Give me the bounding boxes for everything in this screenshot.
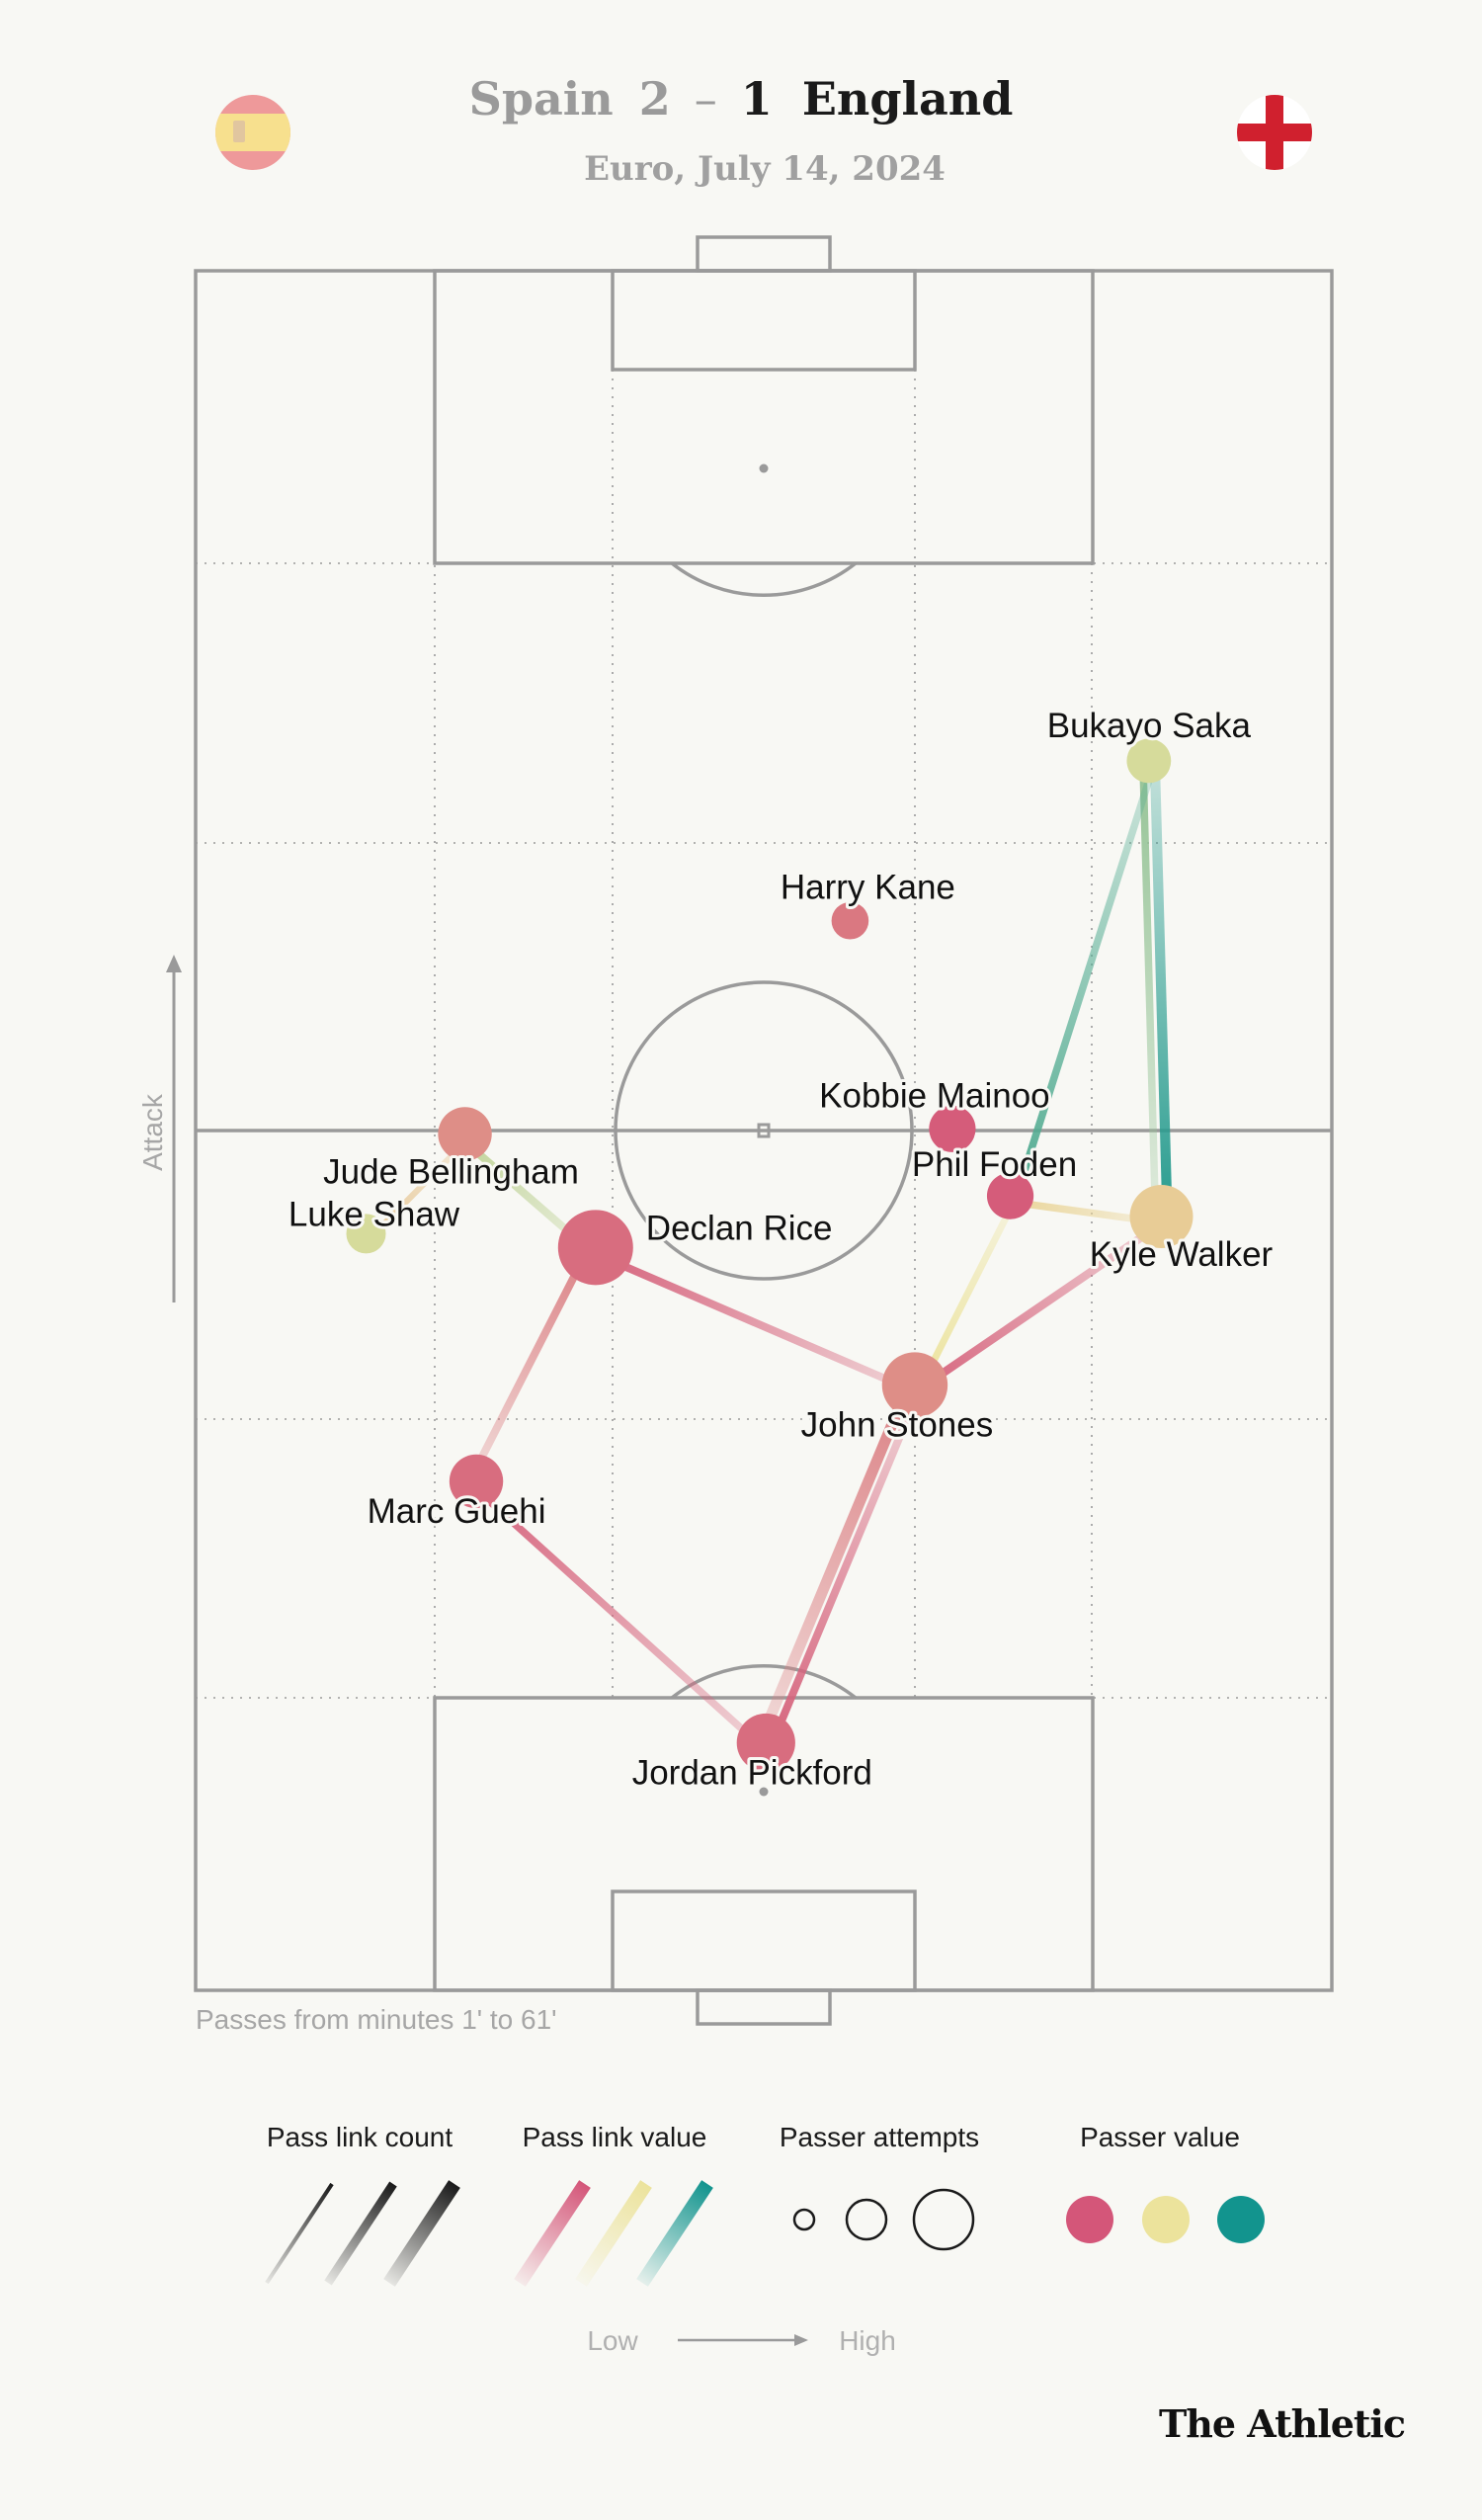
- away-team: England: [802, 72, 1014, 126]
- legend-attempts-title: Passer attempts: [780, 2122, 979, 2152]
- pass-link-pickford-to-stones: [768, 1386, 925, 1747]
- centre-circle: [614, 980, 914, 1281]
- legend-passer-value-1: [1066, 2196, 1113, 2243]
- attack-direction: Attack: [137, 955, 182, 1302]
- top-goal: [696, 235, 832, 273]
- legend-link-value-1: [514, 2180, 591, 2287]
- footnote: Passes from minutes 1' to 61': [196, 2004, 557, 2035]
- pass-link-foden-to-saka: [1012, 761, 1159, 1200]
- centre-spot: [757, 1123, 771, 1138]
- pass-link-guehi-to-pickford: [469, 1482, 765, 1750]
- legend-attempts-2: [845, 2198, 888, 2241]
- bottom-goal: [696, 1988, 832, 2026]
- passer-node-foden: [986, 1172, 1034, 1219]
- player-label-rice: Declan Rice: [646, 1209, 833, 1247]
- legend-link-count-3: [383, 2180, 460, 2287]
- pitch: [194, 235, 1334, 2026]
- player-label-guehi: Marc Guehi: [368, 1492, 546, 1531]
- legend: Pass link count Pass link value Passer a…: [265, 2122, 1265, 2356]
- passer-node-saka: [1126, 738, 1172, 784]
- player-label-foden: Phil Foden: [912, 1145, 1077, 1184]
- passer-node-kane: [831, 901, 869, 940]
- pass-link-rice-to-guehi: [467, 1242, 594, 1481]
- player-label-stones: John Stones: [801, 1406, 994, 1445]
- home-score: 2: [639, 72, 671, 126]
- legend-attempts-1: [792, 2208, 816, 2231]
- spain-flag-icon: [215, 95, 290, 170]
- top-penalty-spot: [759, 463, 769, 473]
- player-labels: Bukayo Saka Harry Kane Kobbie Mainoo Phil F…: [286, 704, 1276, 1796]
- home-team: Spain: [469, 72, 614, 126]
- pass-link-stones-to-walker: [915, 1218, 1168, 1393]
- match-subtitle: Euro, July 14, 2024: [584, 149, 946, 189]
- bottom-goal-area: [611, 1890, 917, 1992]
- score-separator: –: [695, 72, 717, 126]
- brand-logo: The Athletic: [1159, 2401, 1405, 2446]
- legend-link-value-3: [636, 2180, 713, 2287]
- legend-value-title: Pass link value: [523, 2122, 707, 2152]
- passer-node-pickford: [736, 1713, 795, 1773]
- legend-link-value-2: [575, 2180, 652, 2287]
- player-label-saka: Bukayo Saka: [1047, 707, 1252, 745]
- player-label-pickford: Jordan Pickford: [632, 1753, 872, 1792]
- away-score: 1: [741, 72, 773, 126]
- bottom-penalty-spot: [759, 1787, 769, 1797]
- pass-link-rice-to-stones: [591, 1249, 915, 1394]
- passer-node-guehi: [449, 1454, 504, 1509]
- passer-node-rice: [557, 1210, 633, 1286]
- player-label-kane: Harry Kane: [781, 869, 955, 907]
- pass-link-stones-to-pickford: [755, 1381, 915, 1743]
- legend-high-label: High: [839, 2325, 896, 2356]
- legend-link-count-1: [265, 2182, 334, 2285]
- passer-node-shaw: [346, 1214, 386, 1254]
- legend-passer-value-3: [1217, 2196, 1265, 2243]
- pass-link-stones-to-foden: [917, 1197, 1020, 1389]
- player-label-walker: Kyle Walker: [1090, 1235, 1274, 1274]
- legend-passer-value-2: [1142, 2196, 1190, 2243]
- england-flag-icon: [1237, 95, 1312, 170]
- passer-node-stones: [881, 1352, 948, 1418]
- match-score: Spain 2 – 1 England: [469, 72, 1014, 126]
- player-label-bellingham: Jude Bellingham: [323, 1152, 579, 1191]
- top-goal-area: [611, 269, 917, 372]
- player-label-shaw: Luke Shaw: [288, 1195, 460, 1233]
- player-label-mainoo: Kobbie Mainoo: [819, 1076, 1050, 1115]
- top-penalty-box: [433, 269, 1095, 565]
- top-penalty-arc: [670, 561, 858, 598]
- pass-link-saka-to-walker: [1139, 760, 1160, 1218]
- passer-node-walker: [1129, 1185, 1194, 1248]
- legend-count-title: Pass link count: [267, 2122, 453, 2152]
- attack-arrowhead-icon: [166, 955, 182, 972]
- legend-attempts-3: [912, 2188, 975, 2251]
- pass-link-walker-to-saka: [1149, 760, 1173, 1217]
- passer-node-bellingham: [438, 1107, 492, 1161]
- legend-passer-value-title: Passer value: [1080, 2122, 1240, 2152]
- legend-link-count-2: [324, 2181, 397, 2286]
- passer-nodes: [346, 738, 1194, 1773]
- legend-scale-arrowhead-icon: [794, 2334, 808, 2346]
- passer-node-mainoo: [929, 1105, 976, 1152]
- pass-links: [368, 760, 1173, 1750]
- header: Spain 2 – 1 England Euro, July 14, 2024: [215, 72, 1312, 189]
- attack-label: Attack: [137, 1093, 168, 1171]
- legend-low-label: Low: [587, 2325, 638, 2356]
